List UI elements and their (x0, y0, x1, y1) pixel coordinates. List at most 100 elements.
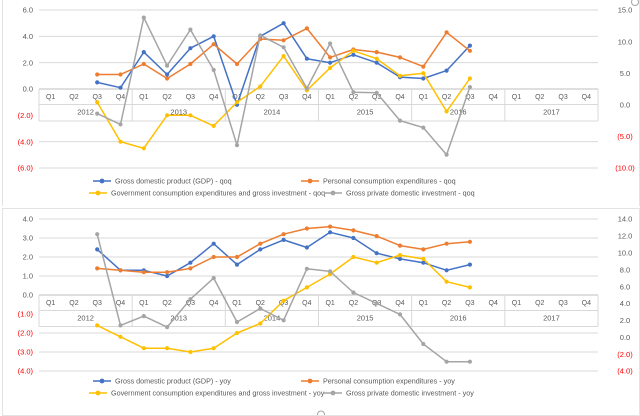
legend-label-gov: Government consumption expenditures and … (111, 389, 325, 398)
x-tick-quarter: Q3 (93, 94, 102, 101)
data-point-gov (95, 100, 100, 105)
data-point-inv (304, 266, 309, 271)
data-point-gdp (421, 76, 426, 81)
data-point-inv (374, 301, 379, 306)
data-point-inv (141, 314, 146, 319)
left-axis-labels: 4.0 3.0 2.0 1.0 0.0 (1.0) (2.0) (3.0) (4.0) (18, 215, 34, 376)
data-point-gov (211, 123, 216, 128)
data-point-inv (165, 325, 170, 330)
data-point-gov (421, 256, 426, 261)
y-tick-left: 2.0 (23, 58, 33, 67)
legend-item-gdp[interactable]: Gross domestic product (GDP) - qoq (93, 177, 232, 186)
data-point-pce (118, 72, 123, 77)
x-tick-quarter: Q1 (512, 300, 521, 307)
data-point-pce (328, 224, 333, 229)
category-axis-band: Q1 Q2 Q3 Q4 Q1 Q2 Q3 Q4 Q1 Q2 Q3 Q4 Q1 Q2 Q3 Q4 Q1 Q2 Q3 Q4… (38, 294, 599, 327)
data-point-gov (444, 109, 449, 114)
data-point-gdp (304, 245, 309, 250)
selection-handle[interactable] (317, 410, 325, 416)
x-tick-quarter: Q2 (69, 94, 78, 101)
legend-marker-gov (95, 190, 101, 196)
data-point-pce (397, 243, 403, 248)
x-tick-quarter: Q3 (372, 94, 381, 101)
data-point-gov (351, 48, 356, 53)
data-point-pce (397, 55, 403, 60)
x-tick-year: 2017 (543, 108, 560, 117)
data-point-inv (351, 90, 356, 95)
data-point-gov (304, 285, 309, 290)
x-tick-quarter: Q4 (582, 300, 591, 307)
y-tick-right: 6.0 (620, 282, 630, 291)
data-point-gdp (118, 85, 123, 90)
y-tick-right: (10.0) (615, 164, 635, 173)
yoy-chart[interactable]: Q1 Q2 Q3 Q4 Q1 Q2 Q3 Q4 Q1 Q2 Q3 Q4 Q1 Q2 Q3 Q4 Q1 Q2 Q3 Q4… (2, 208, 640, 416)
data-point-inv (141, 15, 146, 20)
legend-item-pce[interactable]: Personal consumption expenditures - qoq (301, 177, 456, 186)
data-point-inv (304, 86, 309, 91)
data-point-inv (421, 341, 426, 347)
y-tick-left: 6.0 (23, 6, 33, 15)
data-point-gdp (95, 80, 100, 85)
data-point-gov (397, 73, 403, 78)
right-axis-labels: 15.0 10.0 5.0 0.0 (5.0) (10.0) (615, 6, 635, 173)
data-point-inv (467, 85, 472, 90)
data-point-gov (467, 76, 472, 81)
series-pce (95, 26, 472, 81)
legend-item-gov[interactable]: Government consumption expenditures and … (89, 389, 325, 398)
data-point-pce (281, 232, 286, 237)
qoq-chart[interactable]: Q1 Q2 Q3 Q4 Q1 Q2 Q3 Q4 Q1 Q2 Q3 Q4 Q1 Q2 Q3 Q4 Q1 Q2 Q3 Q4… (2, 0, 640, 206)
x-tick-year: 2013 (170, 314, 187, 323)
data-point-gdp (165, 72, 170, 77)
data-point-pce (444, 241, 449, 246)
data-point-inv (258, 306, 263, 311)
data-point-pce (95, 266, 100, 271)
y-tick-left: 0.0 (23, 85, 33, 94)
y-tick-right: 10.0 (618, 248, 633, 257)
data-point-pce (234, 61, 240, 67)
data-point-pce (467, 48, 472, 53)
y-tick-right: 0.0 (620, 101, 630, 110)
data-point-gov (165, 346, 170, 351)
legend-item-gdp[interactable]: Gross domestic product (GDP) - yoy (93, 377, 231, 386)
x-tick-quarter: Q3 (186, 94, 195, 101)
data-point-inv (397, 118, 403, 123)
series-pce (95, 224, 472, 275)
x-tick-year: 2016 (450, 108, 467, 117)
y-tick-left: (4.0) (18, 367, 34, 376)
legend-item-inv[interactable]: Gross private domestic investment - yoy (324, 389, 474, 398)
data-point-gov (234, 330, 240, 336)
data-point-gov (444, 279, 449, 284)
data-point-inv (234, 143, 240, 148)
legend-item-gov[interactable]: Government consumption expenditures and … (89, 189, 325, 198)
y-tick-right: 12.0 (618, 232, 633, 241)
selection-handle[interactable] (631, 0, 639, 6)
data-point-gov (281, 54, 286, 59)
data-point-gdp (211, 34, 216, 39)
data-point-gdp (281, 237, 286, 242)
x-tick-quarter: Q1 (232, 300, 241, 307)
y-tick-right: 0.0 (620, 333, 630, 342)
x-tick-quarter: Q3 (465, 94, 474, 101)
data-point-gov (281, 298, 286, 303)
y-tick-right: (5.0) (617, 132, 633, 141)
legend-marker-inv (330, 390, 336, 396)
legend-item-inv[interactable]: Gross private domestic investment - qoq (324, 189, 475, 198)
data-point-inv (328, 41, 333, 46)
data-point-pce (234, 254, 240, 260)
legend-marker-gdp (99, 378, 105, 384)
data-point-inv (281, 318, 286, 323)
x-tick-quarter: Q4 (116, 94, 125, 101)
x-tick-quarter: Q1 (512, 94, 521, 101)
x-tick-quarter: Q4 (395, 300, 404, 307)
data-point-pce (211, 254, 216, 260)
y-tick-right: 10.0 (618, 37, 633, 46)
x-tick-quarter: Q4 (209, 300, 218, 307)
x-tick-year: 2014 (264, 108, 281, 117)
data-point-gov (211, 346, 216, 351)
x-tick-quarter: Q4 (489, 300, 498, 307)
y-tick-left: 4.0 (23, 215, 33, 224)
data-point-inv (258, 33, 263, 38)
data-point-inv (211, 67, 216, 73)
data-point-gov (95, 323, 100, 328)
legend-item-pce[interactable]: Personal consumption expenditures - yoy (301, 377, 455, 386)
